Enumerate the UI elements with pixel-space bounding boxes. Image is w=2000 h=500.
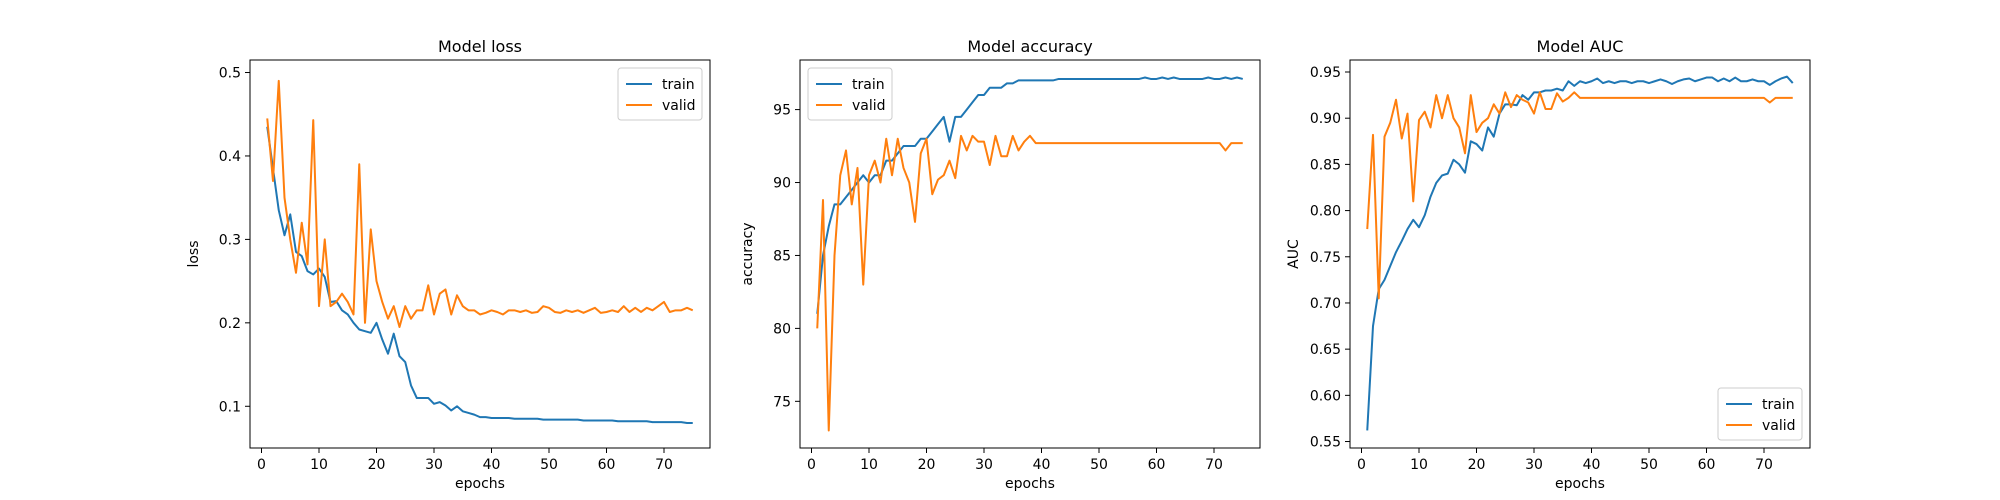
series-line-valid: [816, 134, 1243, 432]
legend-box: [1717, 387, 1803, 441]
legend-box: [807, 67, 893, 121]
x-tick-label: 10: [860, 457, 878, 473]
legend-box: [617, 67, 703, 121]
series-line-train: [1366, 75, 1794, 431]
chart-panel-3: Model AUC 0 10 20 30 40 50 60 70 0.55 0.60 0.65 0.70…: [1286, 37, 1811, 492]
x-tick-label: 50: [1640, 457, 1658, 473]
series-line-valid: [266, 79, 694, 329]
legend: train valid: [807, 67, 893, 121]
x-tick-label: 0: [1357, 457, 1366, 473]
x-axis-label: epochs: [1005, 476, 1055, 492]
y-tick-label: 0.80: [1310, 204, 1341, 220]
y-tick-label: 0.3: [219, 232, 241, 248]
y-tick-label: 0.90: [1310, 111, 1341, 127]
x-axis-label: epochs: [455, 476, 505, 492]
y-axis-label: accuracy: [740, 222, 756, 285]
x-tick-label: 10: [310, 457, 328, 473]
y-tick-label: 80: [773, 321, 791, 337]
y-tick-label: 75: [773, 394, 791, 410]
y-tick-label: 0.60: [1310, 388, 1341, 404]
x-tick-label: 40: [1033, 457, 1051, 473]
chart-panel-2: Model accuracy 0 10 20 30 40 50 60 70 75 80 85 90 95 e…: [740, 37, 1261, 492]
x-tick-label: 50: [540, 457, 558, 473]
x-tick-label: 60: [598, 457, 616, 473]
x-tick-label: 40: [1583, 457, 1601, 473]
x-tick-label: 30: [975, 457, 993, 473]
y-tick-label: 0.65: [1310, 342, 1341, 358]
legend-label-train: train: [852, 77, 885, 93]
plot-frame: [799, 59, 1261, 449]
x-tick-label: 70: [1755, 457, 1773, 473]
x-tick-label: 50: [1090, 457, 1108, 473]
legend-label-train: train: [1762, 397, 1795, 413]
chart-panel-1: Model loss 0 10 20 30 40 50 60 70 0.1 0.2 0.3 0.4 0.5…: [186, 37, 711, 492]
x-tick-label: 70: [1205, 457, 1223, 473]
x-tick-label: 60: [1698, 457, 1716, 473]
y-tick-label: 0.70: [1310, 296, 1341, 312]
y-tick-label: 0.1: [219, 399, 241, 415]
y-tick-label: 0.55: [1310, 435, 1341, 451]
plot-frame: [1349, 59, 1811, 449]
chart-title: Model loss: [438, 37, 522, 56]
y-tick-label: 0.85: [1310, 157, 1341, 173]
x-tick-label: 0: [257, 457, 266, 473]
y-tick-label: 95: [773, 103, 791, 119]
y-tick-label: 0.2: [219, 316, 241, 332]
x-tick-label: 20: [368, 457, 386, 473]
y-tick-label: 0.75: [1310, 250, 1341, 266]
x-tick-label: 60: [1148, 457, 1166, 473]
y-tick-label: 0.5: [219, 66, 241, 82]
legend-label-train: train: [662, 77, 695, 93]
legend-label-valid: valid: [662, 98, 696, 114]
y-tick-label: 90: [773, 176, 791, 192]
y-axis-label: loss: [186, 240, 202, 267]
x-tick-label: 10: [1410, 457, 1428, 473]
legend: train valid: [617, 67, 703, 121]
legend-label-valid: valid: [852, 98, 886, 114]
y-tick-label: 0.4: [219, 149, 241, 165]
series-line-valid: [1366, 91, 1793, 300]
legend: train valid: [1717, 387, 1803, 441]
x-tick-label: 30: [1525, 457, 1543, 473]
y-tick-label: 85: [773, 248, 791, 264]
x-tick-label: 40: [483, 457, 501, 473]
series-line-train: [266, 126, 693, 424]
x-tick-label: 30: [425, 457, 443, 473]
chart-title: Model accuracy: [967, 37, 1092, 56]
y-tick-label: 0.95: [1310, 65, 1341, 81]
series-line-train: [816, 76, 1243, 314]
x-axis-label: epochs: [1555, 476, 1605, 492]
y-axis-label: AUC: [1286, 239, 1302, 269]
x-tick-label: 20: [918, 457, 936, 473]
chart-title: Model AUC: [1537, 37, 1624, 56]
x-tick-label: 20: [1468, 457, 1486, 473]
x-tick-label: 0: [807, 457, 816, 473]
plot-frame: [249, 59, 711, 449]
x-tick-label: 70: [655, 457, 673, 473]
legend-label-valid: valid: [1762, 418, 1796, 434]
